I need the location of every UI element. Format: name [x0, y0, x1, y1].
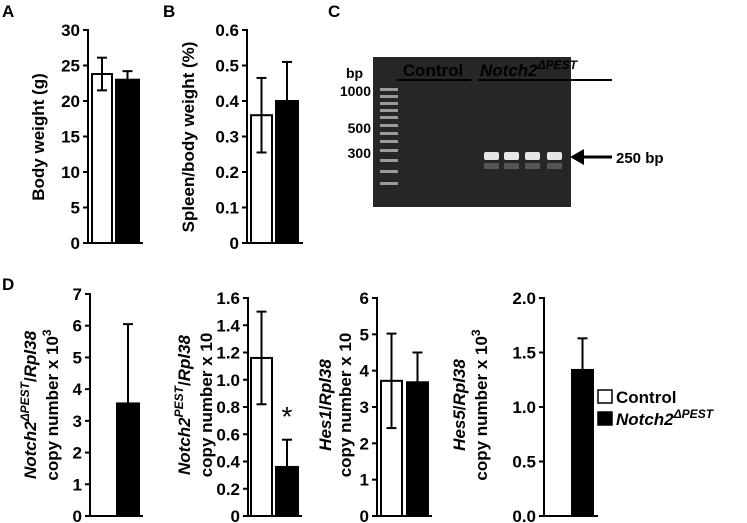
y-tick-label: 5	[71, 199, 80, 218]
y-axis-label: Notch2ΔPEST/Rpl38	[18, 330, 40, 479]
error-bar	[97, 56, 107, 92]
gel-marker: 300	[348, 145, 372, 161]
y-tick-label: 4	[360, 362, 370, 381]
y-tick-label: 2	[360, 434, 369, 453]
arrow-head	[570, 149, 584, 165]
gel-group: Notch2ΔPEST	[480, 58, 579, 80]
bands	[484, 152, 562, 160]
y-tick-label: 10	[61, 163, 80, 182]
y-tick-label: 0.3	[215, 128, 239, 147]
legend-swatch	[597, 389, 613, 404]
y-axis-label: Hes1/Rpl38	[316, 359, 335, 451]
gel-marker: 500	[348, 120, 372, 136]
y-axis-label: Notch2PEST/Rpl38	[172, 334, 194, 475]
y-tick-label: 0.6	[216, 425, 240, 444]
y-tick-label: 4	[73, 380, 83, 399]
ladder	[380, 88, 398, 185]
y-tick-label: 6	[360, 289, 369, 308]
y-tick-label: 0.6	[215, 21, 239, 40]
y-tick-label: 0	[360, 507, 369, 523]
y-tick-label: 1	[73, 475, 82, 494]
y-tick-label: 2.0	[512, 289, 536, 308]
bar	[115, 78, 140, 244]
y-tick-label: 6	[73, 317, 82, 336]
y-tick-label: 0.5	[512, 453, 536, 472]
y-tick-label: 5	[73, 348, 82, 367]
y-axis-label: Spleen/body weight (%)	[179, 42, 198, 233]
y-tick-label: 0.0	[512, 507, 536, 523]
y-tick-label: 1.2	[216, 344, 240, 363]
gel-unit: bp	[346, 65, 363, 81]
y-tick-label: 7	[73, 285, 82, 304]
band-smear	[484, 163, 562, 169]
y-tick-label: 0.8	[216, 398, 240, 417]
error-bar	[412, 351, 423, 414]
y-tick-label: 0	[231, 507, 240, 523]
band-label: 250 bp	[616, 150, 664, 167]
y-tick-label: 0.2	[216, 480, 240, 499]
y-tick-label: 20	[61, 92, 80, 111]
y-tick-label: 5	[360, 325, 369, 344]
y-tick-label: 1.0	[512, 398, 536, 417]
y-tick-label: 0	[73, 507, 82, 523]
panel-label: C	[328, 2, 340, 21]
bar	[91, 73, 113, 244]
y-tick-label: 2	[73, 444, 82, 463]
y-tick-label: 1.0	[216, 371, 240, 390]
panel-label: D	[2, 275, 14, 294]
error-bar	[256, 76, 267, 154]
y-tick-label: 30	[61, 21, 80, 40]
y-axis-label: Hes5/Rpl38	[450, 359, 469, 451]
y-tick-label: 1.6	[216, 289, 240, 308]
legend-label: Control	[616, 388, 676, 407]
error-bar	[282, 60, 292, 142]
y-tick-label: 25	[61, 57, 80, 76]
gel-group: Control	[403, 61, 463, 80]
error-bar	[256, 310, 267, 406]
error-bar	[577, 337, 588, 403]
error-bar	[122, 70, 133, 90]
y-tick-label: 1.5	[512, 344, 536, 363]
y-axis-label: copy number x 103	[469, 329, 491, 481]
panel-label: A	[2, 2, 14, 21]
y-axis-label: copy number x 103	[40, 329, 62, 481]
legend-label: Notch2ΔPEST	[616, 407, 715, 429]
annotation: *	[282, 401, 293, 432]
y-tick-label: 3	[73, 412, 82, 431]
y-tick-label: 3	[360, 398, 369, 417]
y-tick-label: 1	[360, 471, 369, 490]
y-tick-label: 0.5	[215, 57, 239, 76]
gel: bp 1000 500 300 Control Notch2ΔPEST 250 …	[340, 57, 664, 207]
error-bar	[282, 438, 292, 496]
y-tick-label: 0.4	[215, 92, 239, 111]
y-axis-label: Body weight (g)	[29, 73, 48, 200]
error-bar	[386, 332, 397, 430]
gel-image	[373, 57, 571, 207]
y-tick-label: 0.1	[215, 199, 239, 218]
y-tick-label: 0.2	[215, 163, 239, 182]
y-tick-label: 1.4	[216, 316, 240, 335]
y-axis-label: copy number x 10	[197, 333, 216, 478]
error-bar	[123, 323, 133, 484]
y-tick-label: 0	[71, 234, 80, 253]
y-axis-label: copy number x 10	[336, 333, 355, 478]
y-tick-label: 0.4	[216, 453, 240, 472]
panel-label: B	[163, 2, 175, 21]
legend-swatch	[597, 411, 613, 426]
gel-marker: 1000	[340, 83, 371, 99]
y-tick-label: 0	[230, 234, 239, 253]
y-tick-label: 15	[61, 128, 80, 147]
